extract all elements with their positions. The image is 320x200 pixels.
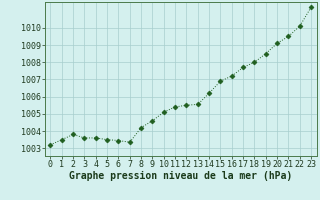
X-axis label: Graphe pression niveau de la mer (hPa): Graphe pression niveau de la mer (hPa) <box>69 171 292 181</box>
